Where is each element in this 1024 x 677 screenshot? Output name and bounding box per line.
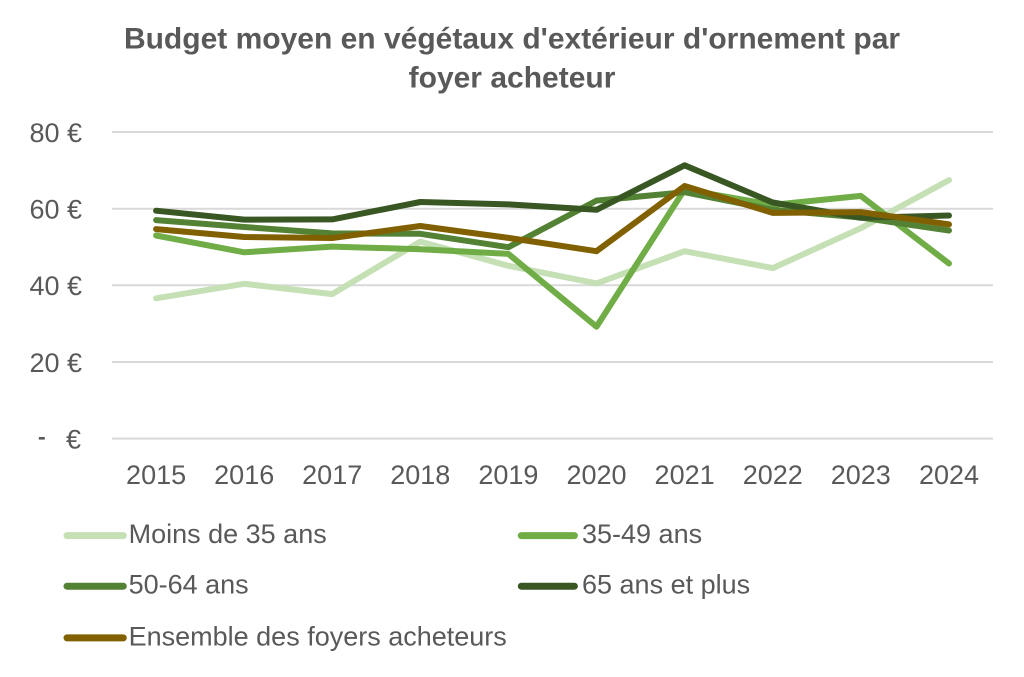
- svg-text:2018: 2018: [390, 460, 450, 490]
- svg-text:2015: 2015: [126, 460, 186, 490]
- svg-text:2017: 2017: [302, 460, 362, 490]
- svg-text:2024: 2024: [919, 460, 979, 490]
- svg-text:2019: 2019: [478, 460, 538, 490]
- svg-text:65 ans et plus: 65 ans et plus: [582, 569, 750, 599]
- svg-text:foyer acheteur: foyer acheteur: [409, 62, 616, 95]
- svg-text:20 €: 20 €: [29, 348, 82, 378]
- svg-text:Moins de 35 ans: Moins de 35 ans: [129, 519, 327, 549]
- svg-text:2020: 2020: [566, 460, 626, 490]
- svg-text:Ensemble des foyers acheteurs: Ensemble des foyers acheteurs: [129, 621, 507, 651]
- svg-text:2023: 2023: [831, 460, 891, 490]
- svg-text:35-49 ans: 35-49 ans: [582, 519, 702, 549]
- svg-text:2021: 2021: [655, 460, 715, 490]
- svg-text:50-64 ans: 50-64 ans: [129, 569, 249, 599]
- svg-text:Budget moyen en végétaux d'ext: Budget moyen en végétaux d'extérieur d'o…: [124, 22, 900, 55]
- svg-text:2022: 2022: [743, 460, 803, 490]
- svg-text:2016: 2016: [214, 460, 274, 490]
- svg-text:40 €: 40 €: [29, 271, 82, 301]
- svg-text:€: €: [66, 425, 81, 455]
- svg-text:60 €: 60 €: [29, 195, 82, 225]
- svg-text:80 €: 80 €: [29, 118, 82, 148]
